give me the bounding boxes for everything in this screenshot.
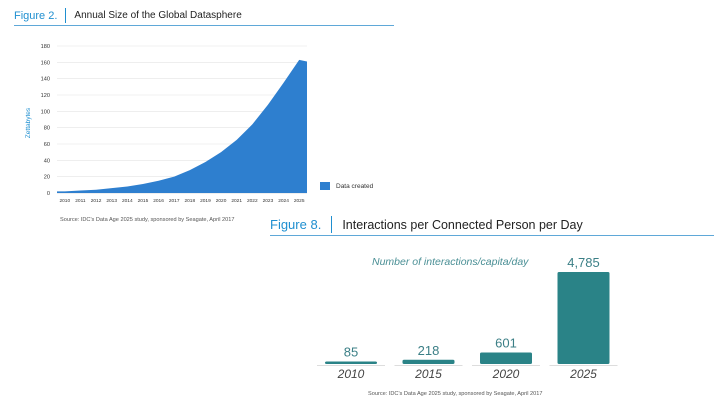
y-tick-label: 60: [44, 142, 50, 148]
y-tick-label: 100: [41, 109, 50, 115]
bar-value-label: 4,785: [567, 255, 600, 270]
figure8-separator: [331, 216, 333, 233]
bar-2010: [325, 361, 377, 364]
figure8-number: Figure 8.: [270, 217, 322, 232]
bar-value-label: 601: [495, 335, 517, 350]
x-tick-label: 2022: [247, 198, 258, 204]
x-tick-label: 2010: [59, 198, 70, 204]
x-tick-label: 2019: [200, 198, 211, 204]
x-tick-label: 2018: [184, 198, 195, 204]
area-chart-y-axis-label: Zettabytes: [25, 107, 32, 138]
bar-category-label: 2015: [414, 367, 442, 381]
bar-category-label: 2010: [337, 367, 365, 381]
x-tick-label: 2016: [153, 198, 164, 204]
x-tick-label: 2013: [106, 198, 117, 204]
bar-group-2025: 4,785 2025: [549, 255, 618, 381]
bar-value-label: 218: [418, 343, 440, 358]
bar-2020: [480, 352, 532, 364]
x-tick-label: 2012: [91, 198, 102, 204]
y-tick-label: 20: [44, 175, 50, 181]
area-chart-legend: Data created: [320, 182, 373, 190]
bar-2015: [402, 359, 455, 364]
figure8-header: Figure 8. Interactions per Connected Per…: [270, 214, 714, 236]
legend-label-data-created: Data created: [336, 182, 374, 190]
x-tick-label: 2014: [122, 198, 133, 204]
x-tick-label: 2025: [294, 198, 305, 204]
y-tick-label: 80: [44, 126, 50, 132]
bar-chart-subtitle: Number of interactions/capita/day: [372, 256, 529, 268]
x-tick-label: 2021: [231, 198, 242, 204]
bar-2025: [557, 272, 610, 364]
y-tick-label: 120: [41, 93, 50, 99]
y-tick-label: 40: [44, 158, 50, 164]
area-chart-y-ticks: 0 20 40 60 80 100 120 140 160 180: [41, 44, 50, 197]
x-tick-label: 2011: [75, 198, 86, 204]
area-series-data-created: [57, 59, 307, 194]
figure2-number: Figure 2.: [14, 9, 58, 22]
figure8-source-note: Source: IDC's Data Age 2025 study, spons…: [368, 391, 543, 397]
y-tick-label: 180: [41, 44, 50, 50]
bar-category-label: 2020: [492, 367, 520, 381]
bar-value-label: 85: [344, 345, 358, 360]
y-tick-label: 140: [41, 77, 50, 83]
legend-swatch-data-created: [320, 182, 330, 190]
x-tick-label: 2020: [216, 198, 227, 204]
bar-group-2020: 601 2020: [472, 335, 540, 381]
figure2-title: Annual Size of the Global Datasphere: [74, 10, 242, 21]
x-tick-label: 2024: [278, 198, 289, 204]
figure2-source-note: Source: IDC's Data Age 2025 study, spons…: [60, 217, 235, 223]
figure2-header: Figure 2. Annual Size of the Global Data…: [14, 6, 394, 26]
y-tick-label: 0: [47, 191, 50, 197]
bar-chart-bars: 85 2010 218 2015 601 2020 4,785 2025: [317, 255, 618, 381]
x-tick-label: 2023: [263, 198, 274, 204]
figure2-separator: [65, 8, 67, 23]
figure8-title: Interactions per Connected Person per Da…: [342, 217, 583, 232]
x-tick-label: 2017: [169, 198, 180, 204]
area-chart-x-ticks: 2010 2011 2012 2013 2014 2015 2016 2017 2018 2019…: [59, 198, 304, 204]
x-tick-label: 2015: [138, 198, 149, 204]
bar-group-2010: 85 2010: [317, 345, 385, 381]
bar-group-2015: 218 2015: [394, 343, 463, 381]
y-tick-label: 160: [41, 60, 50, 66]
area-chart-series: [57, 59, 307, 194]
bar-category-label: 2025: [569, 367, 597, 381]
